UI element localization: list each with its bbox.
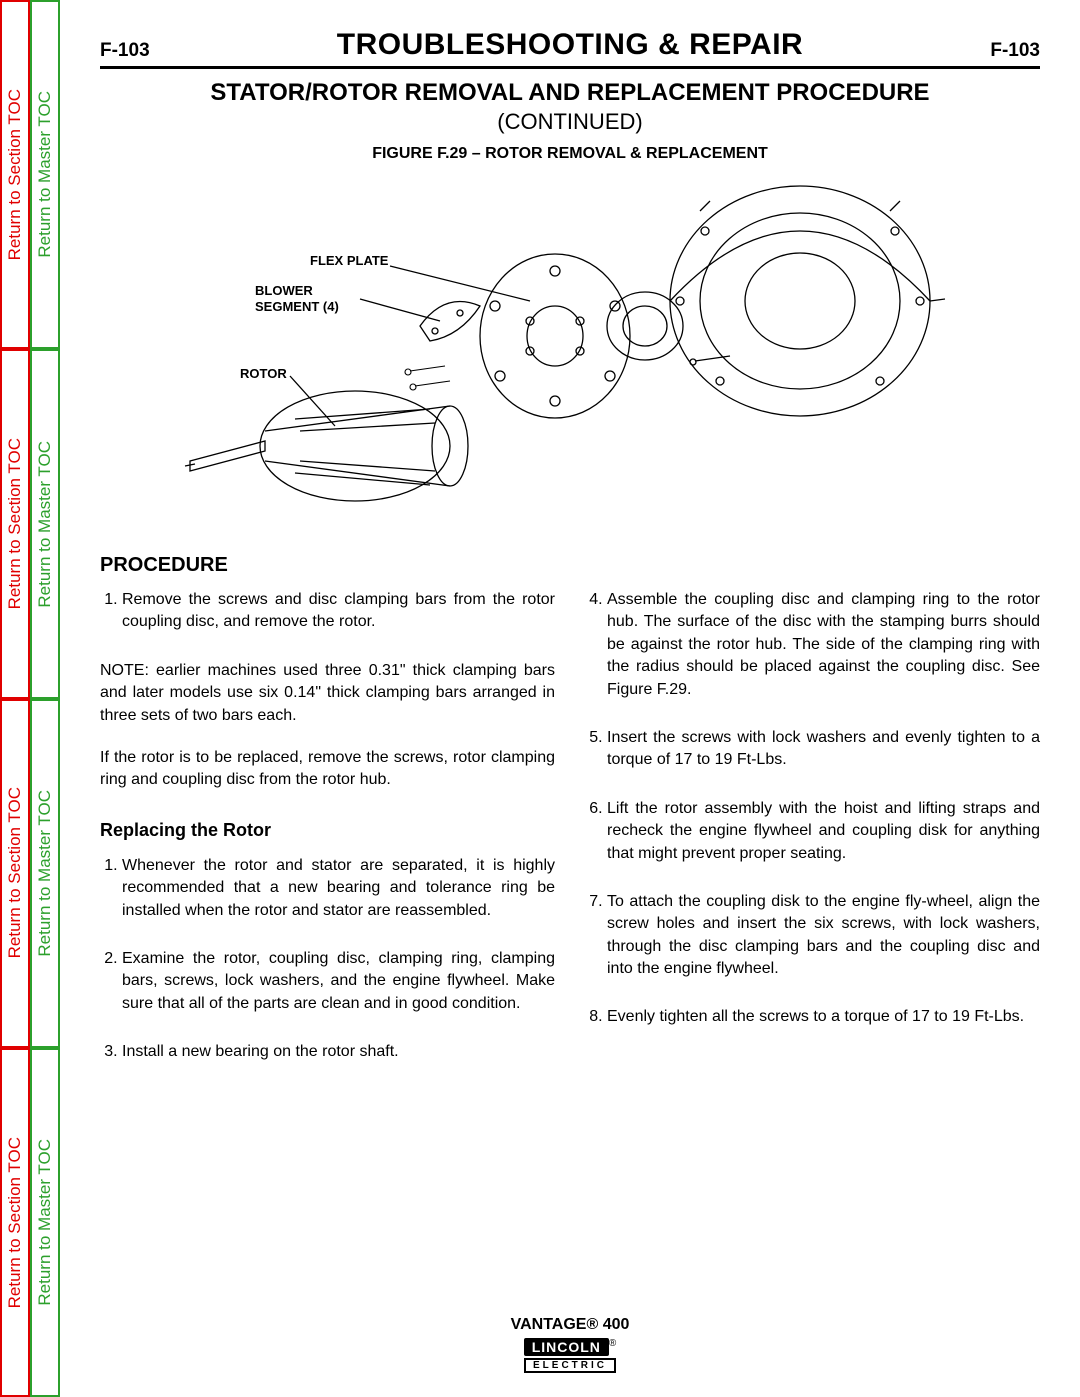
page-content: F-103 TROUBLESHOOTING & REPAIR F-103 STA…: [70, 0, 1070, 1397]
section-toc-link[interactable]: Return to Section TOC: [2, 0, 28, 349]
master-toc-link[interactable]: Return to Master TOC: [32, 1048, 58, 1397]
footer-model: VANTAGE® 400: [70, 1316, 1070, 1334]
list-item: Whenever the rotor and stator are separa…: [122, 855, 555, 922]
continued-label: (CONTINUED): [100, 109, 1040, 135]
list-item: Remove the screws and disc clamping bars…: [122, 589, 555, 634]
rotor-diagram-icon: [100, 171, 1040, 536]
master-toc-link[interactable]: Return to Master TOC: [32, 0, 58, 349]
list-item: Examine the rotor, coupling disc, clampi…: [122, 948, 555, 1015]
header-title: TROUBLESHOOTING & REPAIR: [337, 28, 803, 62]
callout-blower-segment: BLOWER SEGMENT (4): [255, 283, 339, 314]
replacing-list: Whenever the rotor and stator are separa…: [100, 855, 555, 1064]
logo-top-text: LINCOLN: [524, 1338, 609, 1356]
page-header: F-103 TROUBLESHOOTING & REPAIR F-103: [100, 28, 1040, 69]
subtitle: STATOR/ROTOR REMOVAL AND REPLACEMENT PRO…: [100, 79, 1040, 107]
section-toc-link[interactable]: Return to Section TOC: [2, 349, 28, 698]
procedure-heading: PROCEDURE: [100, 554, 1040, 577]
list-item: Install a new bearing on the rotor shaft…: [122, 1041, 555, 1063]
section-toc-column: Return to Section TOC Return to Section …: [0, 0, 30, 1397]
section-toc-link[interactable]: Return to Section TOC: [2, 1048, 28, 1397]
lincoln-logo: LINCOLN® ELECTRIC: [524, 1338, 617, 1373]
note-paragraph: If the rotor is to be replaced, remove t…: [100, 747, 555, 792]
master-toc-link[interactable]: Return to Master TOC: [32, 699, 58, 1048]
page-footer: VANTAGE® 400 LINCOLN® ELECTRIC: [70, 1316, 1070, 1373]
logo-bottom-text: ELECTRIC: [524, 1358, 617, 1373]
logo-registered: ®: [609, 1338, 616, 1349]
page-number-left: F-103: [100, 40, 180, 62]
master-toc-column: Return to Master TOC Return to Master TO…: [30, 0, 60, 1397]
procedure-list-left: Remove the screws and disc clamping bars…: [100, 589, 555, 634]
figure-caption: FIGURE F.29 – ROTOR REMOVAL & REPLACEMEN…: [100, 145, 1040, 163]
callout-flex-plate: FLEX PLATE: [310, 253, 388, 269]
list-item: Insert the screws with lock washers and …: [607, 727, 1040, 772]
page-number-right: F-103: [960, 40, 1040, 62]
right-column: Assemble the coupling disc and clamping …: [585, 589, 1040, 1089]
list-item: To attach the coupling disk to the engin…: [607, 891, 1040, 981]
callout-rotor: ROTOR: [240, 366, 287, 382]
replacing-rotor-heading: Replacing the Rotor: [100, 820, 555, 841]
master-toc-link[interactable]: Return to Master TOC: [32, 349, 58, 698]
list-item: Assemble the coupling disc and clamping …: [607, 589, 1040, 701]
list-item: Lift the rotor assembly with the hoist a…: [607, 798, 1040, 865]
figure-f29: FLEX PLATE BLOWER SEGMENT (4) ROTOR: [100, 171, 1040, 536]
left-column: Remove the screws and disc clamping bars…: [100, 589, 555, 1089]
list-item: Evenly tighten all the screws to a torqu…: [607, 1006, 1040, 1028]
section-toc-link[interactable]: Return to Section TOC: [2, 699, 28, 1048]
procedure-list-right: Assemble the coupling disc and clamping …: [585, 589, 1040, 1029]
side-nav-tabs: Return to Section TOC Return to Section …: [0, 0, 60, 1397]
note-paragraph: NOTE: earlier machines used three 0.31" …: [100, 660, 555, 727]
procedure-columns: Remove the screws and disc clamping bars…: [100, 589, 1040, 1089]
